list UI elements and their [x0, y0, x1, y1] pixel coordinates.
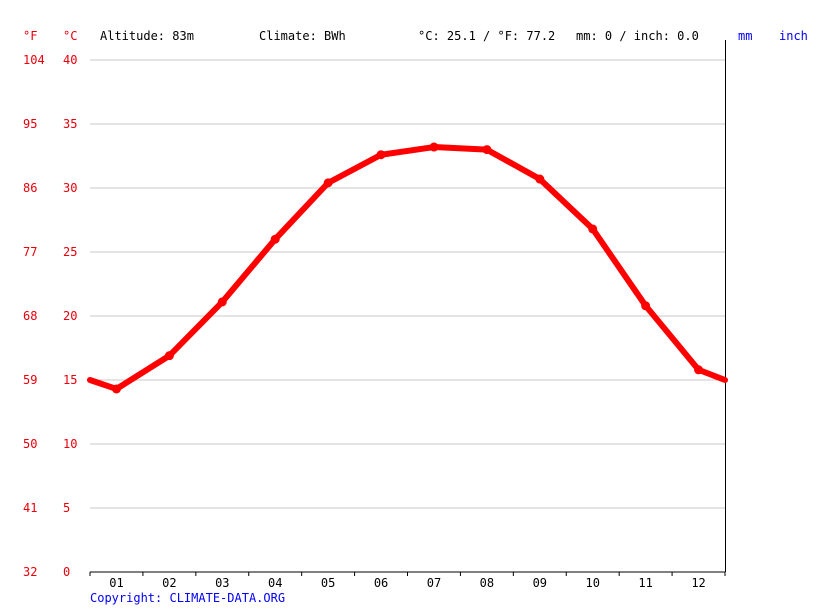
y-tick-label-c: 5 — [63, 501, 70, 515]
temperature-point — [323, 178, 333, 188]
y-tick-label-f: 95 — [23, 117, 37, 131]
y-tick-label-c: 35 — [63, 117, 77, 131]
x-tick-label: 11 — [638, 576, 652, 590]
y-tick-label-c: 40 — [63, 53, 77, 67]
x-tick-label: 10 — [585, 576, 599, 590]
y-tick-label-c: 10 — [63, 437, 77, 451]
climate-label: Climate: BWh — [259, 29, 346, 43]
temperature-point — [217, 297, 227, 307]
annual-precipitation-label: mm: 0 / inch: 0.0 — [576, 29, 699, 43]
mm-unit-label: mm — [738, 29, 752, 43]
y-tick-label-f: 77 — [23, 245, 37, 259]
y-tick-label-c: 25 — [63, 245, 77, 259]
temperature-point — [164, 351, 174, 361]
x-tick-label: 12 — [691, 576, 705, 590]
temperature-series — [87, 142, 728, 394]
x-tick-label: 03 — [215, 576, 229, 590]
fahrenheit-unit-label: °F — [23, 29, 37, 43]
temperature-point — [376, 150, 386, 160]
copyright-link[interactable]: Copyright: CLIMATE-DATA.ORG — [90, 591, 286, 605]
gridlines — [90, 59, 725, 509]
y-tick-label-c: 20 — [63, 309, 77, 323]
inch-unit-label: inch — [779, 29, 808, 43]
temperature-point — [588, 224, 598, 234]
temperature-point — [694, 365, 704, 375]
x-axis-ticks — [89, 572, 726, 576]
x-tick-label: 05 — [321, 576, 335, 590]
temperature-point — [641, 301, 651, 311]
y-tick-label-c: 15 — [63, 373, 77, 387]
altitude-label: Altitude: 83m — [100, 29, 194, 43]
y-tick-label-f: 32 — [23, 565, 37, 579]
y-axis-labels: 32 0 41 5 50 10 59 15 68 20 77 25 86 30 95 35 104 40 — [23, 53, 77, 579]
x-tick-label: 04 — [268, 576, 282, 590]
temperature-point — [482, 145, 492, 155]
y-tick-label-f: 68 — [23, 309, 37, 323]
x-tick-label: 01 — [109, 576, 123, 590]
x-tick-label: 08 — [480, 576, 494, 590]
temperature-point — [111, 384, 121, 394]
temperature-point — [270, 234, 280, 244]
y-tick-label-f: 59 — [23, 373, 37, 387]
annual-temperature-label: °C: 25.1 / °F: 77.2 — [418, 29, 555, 43]
y-tick-label-f: 41 — [23, 501, 37, 515]
temperature-point — [535, 174, 545, 184]
y-tick-label-f: 50 — [23, 437, 37, 451]
y-tick-label-c: 30 — [63, 181, 77, 195]
y-tick-label-f: 104 — [23, 53, 45, 67]
y-tick-label-c: 0 — [63, 565, 70, 579]
temperature-line — [87, 144, 728, 392]
y-tick-label-f: 86 — [23, 181, 37, 195]
x-tick-label: 06 — [374, 576, 388, 590]
celsius-unit-label: °C — [63, 29, 77, 43]
x-axis-labels: 01 02 03 04 05 06 07 08 09 10 11 12 — [109, 576, 706, 590]
x-tick-label: 09 — [533, 576, 547, 590]
x-tick-label: 02 — [162, 576, 176, 590]
x-tick-label: 07 — [427, 576, 441, 590]
temperature-point — [429, 142, 439, 152]
